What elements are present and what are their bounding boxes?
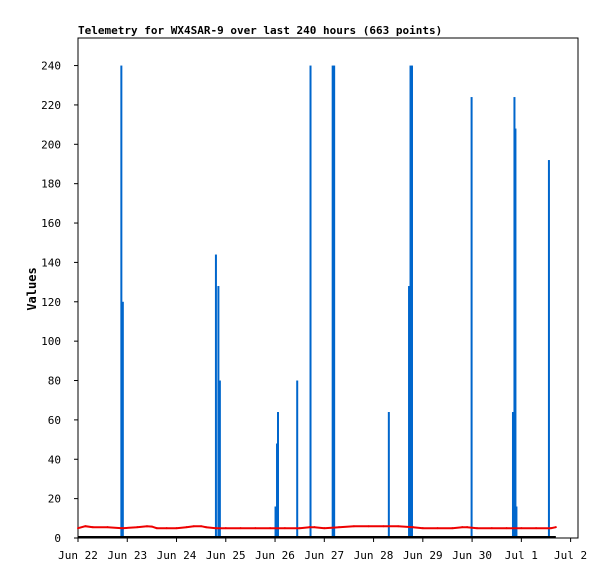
spike-bar — [410, 65, 413, 538]
baseline-point — [269, 527, 272, 530]
x-axis-ticks: Jun 22 Jun 23 Jun 24 Jun 25 Jun 26 Jun 27 Jun … — [58, 538, 587, 562]
spike-bar — [470, 97, 473, 538]
y-axis-ticks: 0 20 40 60 80 100 120 140 160 180 200 220 240 — [41, 60, 78, 545]
baseline-point — [254, 527, 257, 530]
chart-title: Telemetry for WX4SAR-9 over last 240 hou… — [78, 24, 442, 37]
y-tick-label: 240 — [41, 60, 61, 73]
spike-bar — [409, 65, 412, 538]
spike-bar — [309, 65, 312, 538]
x-tick-label: Jun 23 — [107, 549, 147, 562]
plot-frame — [77, 37, 579, 539]
baseline-point — [283, 527, 286, 530]
baseline-point — [382, 525, 385, 528]
spike-bar — [274, 506, 277, 538]
spike-bar — [387, 412, 390, 538]
baseline-point — [490, 527, 493, 530]
baseline-point — [205, 526, 208, 529]
spike-bar — [514, 128, 517, 538]
spike-bar — [217, 286, 220, 538]
baseline-point — [192, 525, 195, 528]
y-tick-label: 100 — [41, 335, 61, 348]
x-tick-label: Jun 27 — [304, 549, 344, 562]
baseline-point — [106, 526, 109, 529]
x-tick-label: Jun 22 — [58, 549, 98, 562]
baseline-point — [121, 527, 124, 530]
y-tick-label: 120 — [41, 296, 61, 309]
baseline-point — [136, 526, 139, 529]
y-tick-label: 220 — [41, 99, 61, 112]
y-axis-label: Values — [25, 267, 39, 310]
baseline-point — [549, 527, 552, 530]
spike-bar — [214, 254, 217, 538]
baseline-point — [476, 527, 479, 530]
baseline-point — [150, 525, 153, 528]
x-tick-label: Jun 26 — [255, 549, 295, 562]
baseline-point — [397, 525, 400, 528]
spike-bar — [333, 65, 336, 538]
baseline-point — [200, 525, 203, 528]
spike-bar — [408, 286, 411, 538]
baseline-point — [165, 527, 168, 530]
baseline-point — [91, 526, 94, 529]
baseline-point — [308, 526, 311, 529]
baseline-point — [224, 527, 227, 530]
y-tick-label: 80 — [48, 375, 61, 388]
baseline-point — [466, 526, 469, 529]
spike-bar — [547, 160, 550, 538]
spike-bar — [296, 380, 299, 538]
baseline-point — [520, 527, 523, 530]
spike-bar — [515, 506, 518, 538]
spike-bar — [331, 65, 334, 538]
spike-bar — [277, 412, 279, 538]
spike-bar — [121, 301, 124, 538]
spike-bar — [120, 65, 123, 538]
baseline-point — [313, 526, 316, 529]
baseline-point — [77, 527, 79, 530]
baseline-point — [505, 527, 508, 530]
baseline-point — [338, 526, 341, 529]
y-tick-label: 40 — [48, 453, 61, 466]
baseline-point — [298, 527, 301, 530]
baseline-point — [461, 526, 464, 529]
series-layer — [77, 65, 557, 538]
baseline-point — [145, 525, 148, 528]
baseline-point — [352, 525, 355, 528]
baseline-point — [535, 527, 538, 530]
y-tick-label: 0 — [54, 532, 61, 545]
baseline-point — [451, 527, 454, 530]
baseline-point — [175, 527, 178, 530]
baseline-point — [421, 527, 424, 530]
x-tick-label: Jul 1 — [505, 549, 538, 562]
spike-bar — [218, 380, 221, 538]
baseline-point — [155, 527, 158, 530]
x-tick-label: Jun 30 — [452, 549, 492, 562]
baseline-point — [554, 526, 557, 529]
y-tick-label: 140 — [41, 256, 61, 269]
y-tick-label: 200 — [41, 138, 61, 151]
y-tick-label: 60 — [48, 414, 61, 427]
baseline-point — [436, 527, 439, 530]
x-tick-label: Jun 29 — [403, 549, 443, 562]
baseline-point — [84, 525, 87, 528]
x-tick-label: Jun 28 — [354, 549, 394, 562]
baseline-point — [239, 527, 242, 530]
y-tick-label: 160 — [41, 217, 61, 230]
baseline-line — [77, 525, 556, 530]
x-tick-label: Jun 25 — [206, 549, 246, 562]
y-tick-label: 20 — [48, 493, 61, 506]
y-tick-label: 180 — [41, 178, 61, 191]
baseline-point — [214, 527, 217, 530]
spike-bar — [511, 412, 514, 538]
baseline-point — [411, 526, 414, 529]
baseline-point — [323, 527, 326, 530]
x-tick-label: Jun 24 — [157, 549, 197, 562]
x-tick-label: Jul 2 — [554, 549, 587, 562]
baseline-point — [367, 525, 370, 528]
baseline-point — [185, 526, 188, 529]
